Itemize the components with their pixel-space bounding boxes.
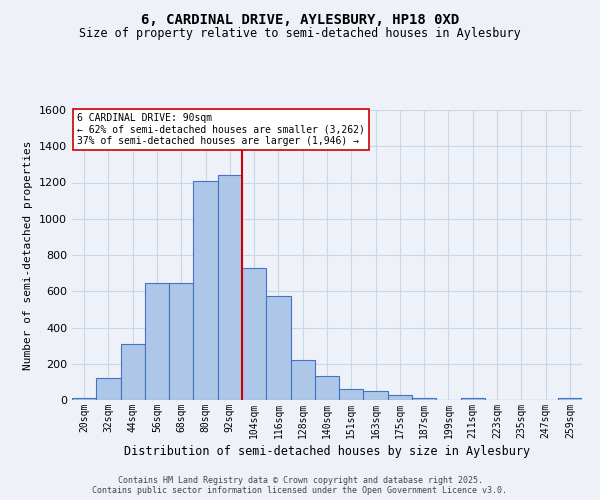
Y-axis label: Number of semi-detached properties: Number of semi-detached properties: [23, 140, 34, 370]
Bar: [339, 389, 364, 400]
Bar: [315, 376, 339, 400]
Text: 6 CARDINAL DRIVE: 90sqm
← 62% of semi-detached houses are smaller (3,262)
37% of: 6 CARDINAL DRIVE: 90sqm ← 62% of semi-de…: [77, 113, 365, 146]
Bar: [96, 378, 121, 400]
Bar: [242, 268, 266, 400]
Bar: [412, 398, 436, 400]
Bar: [72, 398, 96, 400]
Bar: [290, 360, 315, 400]
X-axis label: Distribution of semi-detached houses by size in Aylesbury: Distribution of semi-detached houses by …: [124, 445, 530, 458]
Text: Contains HM Land Registry data © Crown copyright and database right 2025.
Contai: Contains HM Land Registry data © Crown c…: [92, 476, 508, 495]
Bar: [266, 296, 290, 400]
Bar: [169, 283, 193, 400]
Bar: [558, 398, 582, 400]
Bar: [145, 283, 169, 400]
Bar: [461, 398, 485, 400]
Text: 6, CARDINAL DRIVE, AYLESBURY, HP18 0XD: 6, CARDINAL DRIVE, AYLESBURY, HP18 0XD: [141, 12, 459, 26]
Bar: [193, 180, 218, 400]
Bar: [218, 176, 242, 400]
Bar: [388, 396, 412, 400]
Text: Size of property relative to semi-detached houses in Aylesbury: Size of property relative to semi-detach…: [79, 28, 521, 40]
Bar: [121, 344, 145, 400]
Bar: [364, 392, 388, 400]
